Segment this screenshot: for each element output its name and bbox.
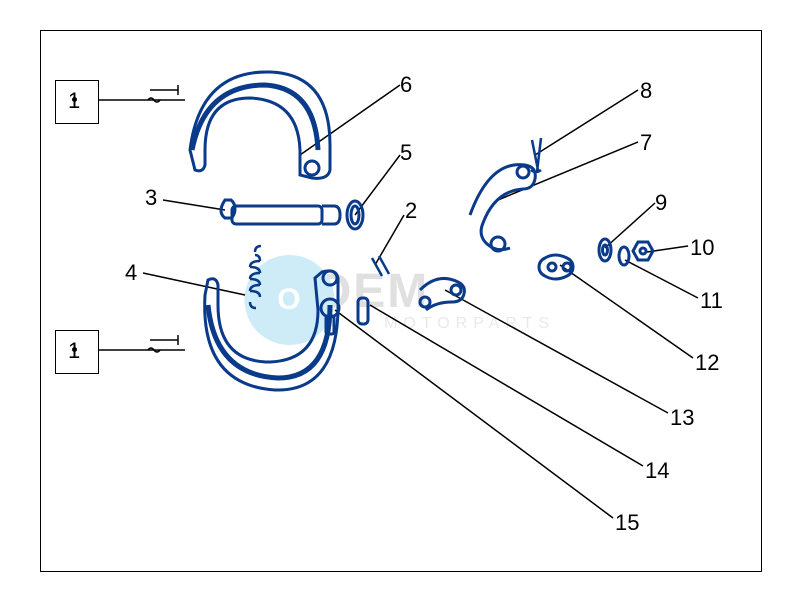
washer-11 [619, 247, 629, 265]
brake-shoe-bottom [205, 271, 338, 390]
callout-number-8: 8 [640, 78, 652, 104]
callout-number-14: 14 [645, 458, 669, 484]
callout-number-2: 2 [405, 198, 417, 224]
callout-number-7: 7 [640, 130, 652, 156]
callout-number-5: 5 [400, 140, 412, 166]
callout-number-1: 1 [68, 338, 80, 364]
callout-number-11: 11 [700, 288, 723, 314]
brake-shoe-top [190, 72, 330, 178]
callout-number-13: 13 [670, 405, 694, 431]
lever-7 [470, 165, 535, 251]
link-12 [539, 255, 573, 279]
callout-number-12: 12 [695, 350, 719, 376]
callout-number-4: 4 [125, 260, 137, 286]
callout-number-15: 15 [615, 510, 639, 536]
pin-2 [372, 256, 389, 276]
callout-number-6: 6 [400, 72, 412, 98]
callout-number-3: 3 [145, 185, 157, 211]
callout-number-1: 1 [68, 88, 80, 114]
washer-9 [599, 239, 611, 261]
callout-number-9: 9 [655, 190, 667, 216]
spring [250, 246, 261, 308]
pin-14 [358, 298, 368, 324]
callout-number-10: 10 [690, 235, 714, 261]
cam-shaft [221, 200, 340, 224]
lever-13 [420, 278, 464, 310]
